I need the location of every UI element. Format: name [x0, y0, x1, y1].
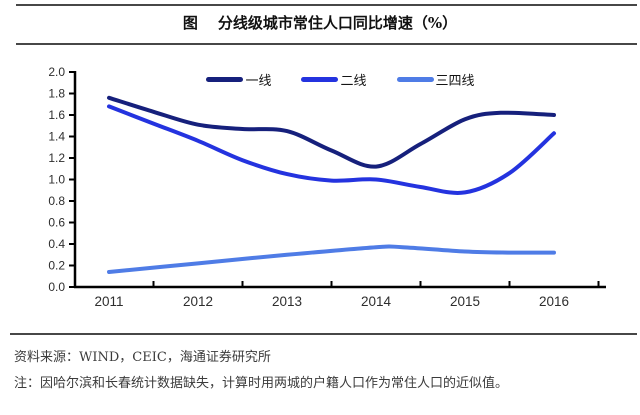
series-line-一线 — [107, 95, 556, 169]
legend-swatch — [301, 77, 339, 82]
legend-item: 二线 — [301, 70, 367, 89]
x-tick-label: 2014 — [361, 294, 392, 309]
figure-label: 图 — [182, 14, 198, 32]
x-tick-label: 2015 — [450, 294, 480, 309]
y-tick-label: 1.4 — [48, 130, 65, 144]
y-tick-label: 0.4 — [48, 237, 65, 251]
y-tick-label: 1.0 — [48, 173, 65, 187]
figure-title-text: 分线级城市常住人口同比增速（%） — [217, 14, 458, 32]
footer-divider-rule — [10, 333, 637, 335]
legend-item: 一线 — [206, 70, 271, 89]
note-text: 注：因哈尔滨和长春统计数据缺失，计算时用两城的户籍人口作为常住人口的近似值。 — [14, 376, 509, 391]
x-tick-label: 2013 — [272, 294, 302, 309]
legend-swatch — [206, 77, 244, 82]
figure-title: 图 分线级城市常住人口同比增速（%） — [0, 12, 640, 33]
legend-label: 三四线 — [435, 74, 475, 89]
y-tick-label: 0.8 — [48, 194, 65, 208]
y-tick-label: 0.2 — [48, 259, 65, 273]
y-tick-label: 1.6 — [48, 108, 65, 122]
series-line-三四线 — [107, 244, 556, 274]
y-tick-label: 1.2 — [48, 151, 65, 165]
series-line-二线 — [107, 104, 556, 195]
top-rule — [16, 4, 637, 6]
legend-swatch — [396, 77, 434, 82]
x-tick-label: 2016 — [539, 294, 569, 309]
title-divider-rule — [16, 43, 637, 45]
source-text: 资料来源：WIND，CEIC，海通证券研究所 — [14, 350, 271, 365]
x-tick-label: 2012 — [183, 294, 213, 309]
y-tick-label: 1.8 — [48, 87, 65, 101]
y-tick-label: 0.0 — [48, 280, 65, 294]
y-tick-label: 0.6 — [48, 216, 65, 230]
legend-label: 一线 — [245, 74, 272, 89]
legend-label: 二线 — [340, 74, 367, 89]
chart-legend: 一线 二线 三四线 — [75, 70, 606, 89]
x-tick-label: 2011 — [94, 294, 123, 309]
legend-item: 三四线 — [396, 70, 475, 89]
y-tick-label: 2.0 — [48, 65, 65, 79]
